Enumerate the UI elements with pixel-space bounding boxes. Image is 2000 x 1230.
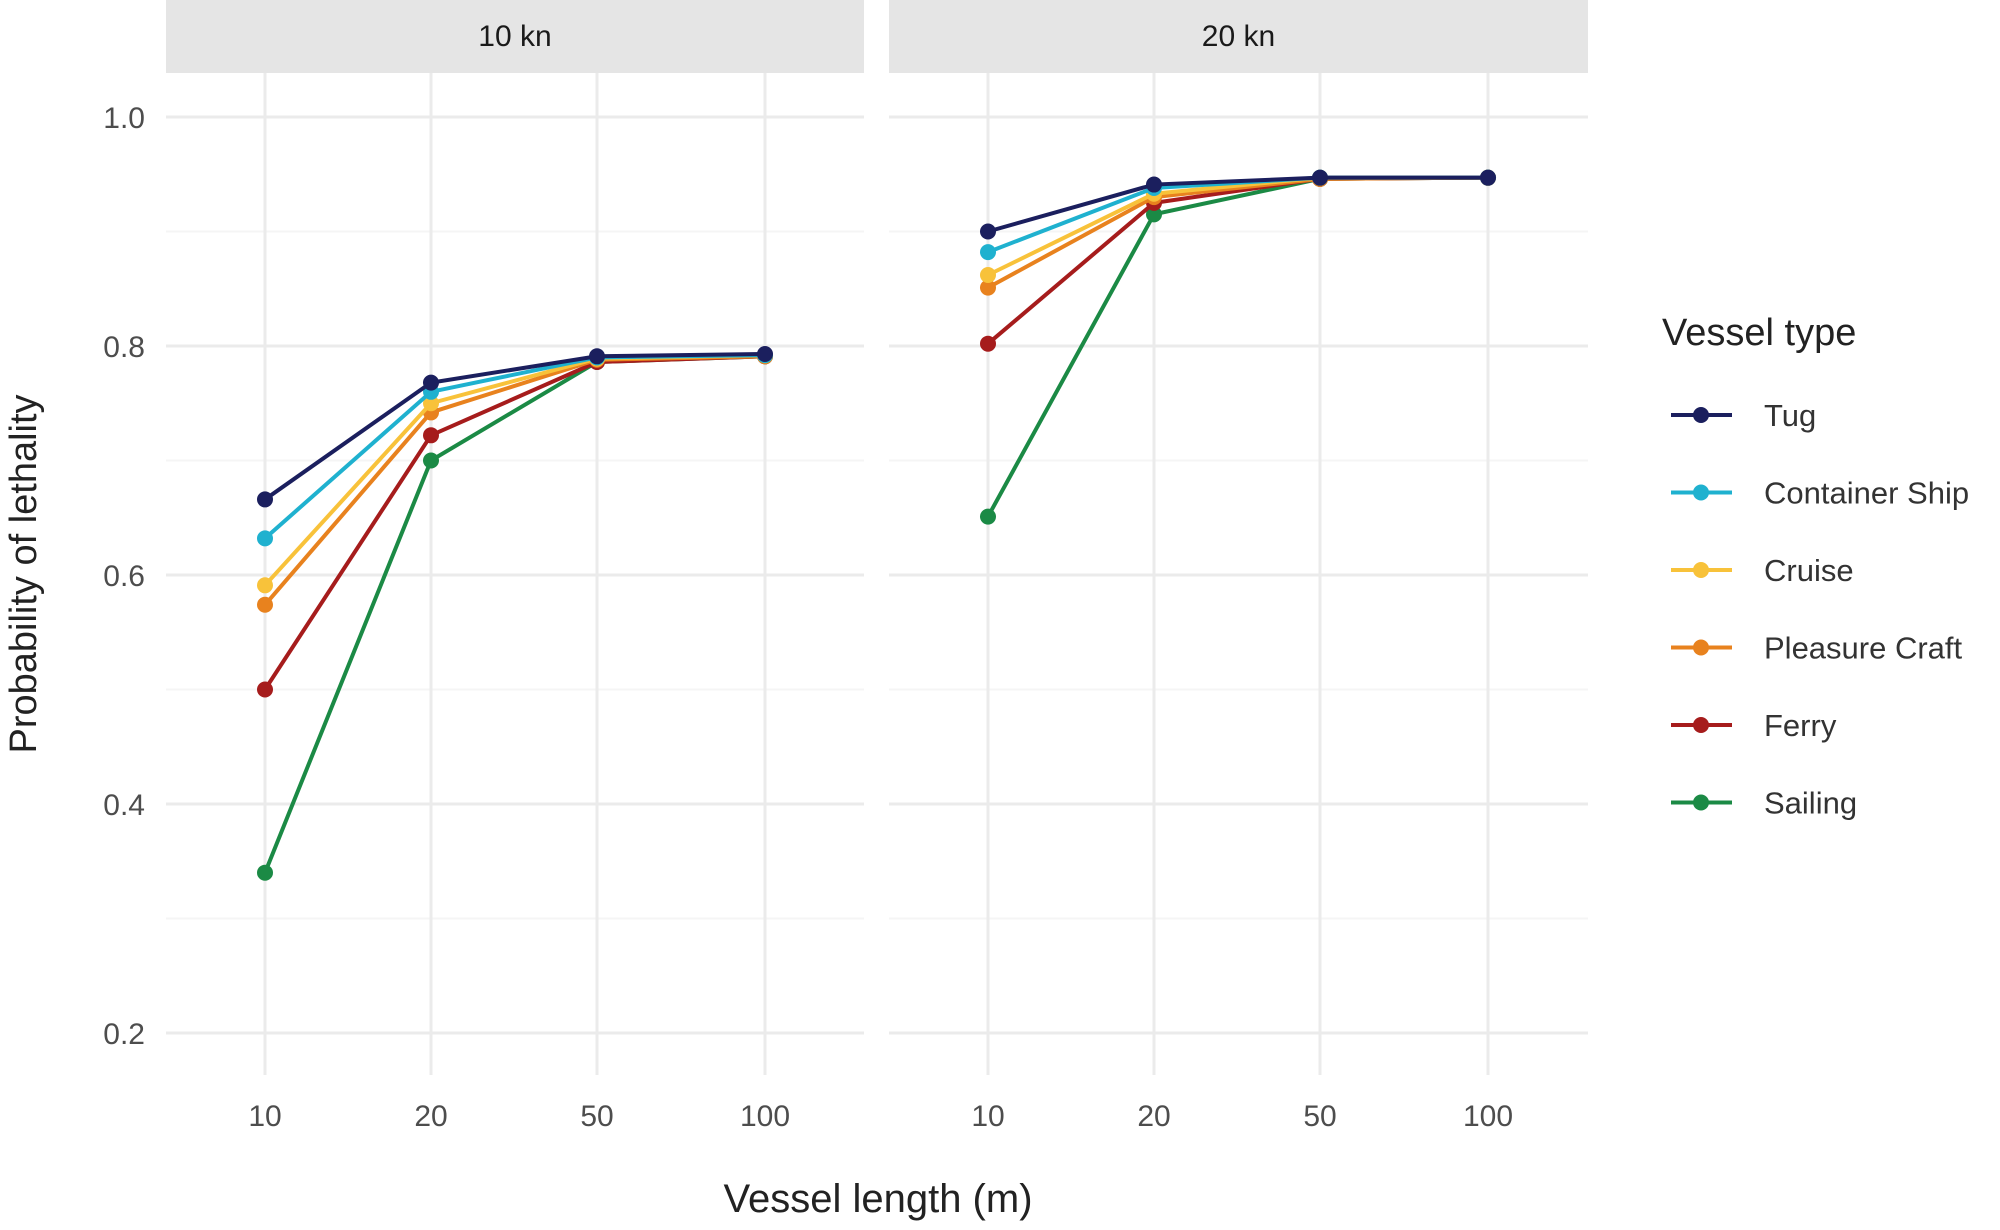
- data-point: [257, 681, 273, 698]
- x-tick-label: 50: [580, 1100, 613, 1133]
- facet-panel-1: 20 kn 10 20 50 100: [889, 0, 1588, 1133]
- legend-label: Ferry: [1764, 708, 1837, 743]
- series-line-tug: [987, 175, 1488, 234]
- facet-strip: [166, 0, 864, 73]
- series-line-ferry: [263, 354, 766, 691]
- y-axis-title: Probability of lethality: [3, 394, 45, 753]
- legend-item: Tug: [1671, 398, 1816, 433]
- data-point: [257, 530, 273, 547]
- data-point: [1480, 169, 1496, 186]
- facet-panel-0: 10 kn 0.2 0.4 0.6 0.8 1.0 10 20 50 100: [103, 0, 864, 1133]
- legend-title: Vessel type: [1662, 312, 1856, 354]
- data-point: [257, 596, 273, 613]
- data-point: [423, 374, 439, 391]
- data-point: [980, 244, 996, 261]
- data-point: [423, 427, 439, 444]
- x-tick-label: 50: [1303, 1100, 1336, 1133]
- data-point: [257, 577, 273, 594]
- data-point: [980, 279, 996, 296]
- series-line-pleasure-craft: [263, 354, 766, 607]
- x-tick-label: 10: [971, 1100, 1004, 1133]
- legend-item: Pleasure Craft: [1671, 631, 1963, 666]
- y-tick-label: 0.4: [103, 789, 145, 822]
- legend-key-point: [1693, 562, 1709, 578]
- legend-key-point: [1693, 717, 1709, 733]
- legend-key-point: [1693, 639, 1709, 656]
- data-point: [257, 864, 273, 881]
- series-line-sailing: [263, 354, 766, 874]
- data-point: [980, 223, 996, 240]
- data-point: [1312, 169, 1328, 186]
- x-tick-label: 20: [414, 1100, 447, 1133]
- data-point: [1146, 176, 1162, 193]
- series-line-pleasure-craft: [987, 175, 1489, 290]
- data-point: [423, 452, 439, 469]
- y-tick-label: 0.2: [103, 1018, 145, 1051]
- legend-label: Container Ship: [1764, 476, 1969, 511]
- x-tick-label: 100: [740, 1100, 790, 1133]
- data-point: [423, 395, 439, 412]
- data-point: [757, 346, 773, 363]
- facet-strip-label: 10 kn: [478, 20, 551, 53]
- data-point: [589, 348, 605, 365]
- legend-key-point: [1693, 407, 1709, 423]
- facet-strip: [889, 0, 1588, 73]
- data-point: [257, 491, 273, 508]
- legend-label: Cruise: [1764, 553, 1854, 588]
- series-line-tug: [263, 352, 766, 502]
- x-axis-title: Vessel length (m): [723, 1177, 1032, 1221]
- legend-key-point: [1693, 794, 1709, 811]
- legend-item: Ferry: [1671, 708, 1837, 743]
- y-tick-label: 0.8: [103, 331, 145, 364]
- legend-label: Tug: [1764, 398, 1816, 433]
- legend-label: Pleasure Craft: [1764, 631, 1963, 666]
- x-tick-label: 100: [1463, 1100, 1513, 1133]
- data-point: [1146, 206, 1162, 223]
- legend-item: Sailing: [1671, 786, 1857, 821]
- x-tick-label: 10: [248, 1100, 281, 1133]
- facet-strip-label: 20 kn: [1202, 20, 1275, 53]
- data-point: [980, 508, 996, 525]
- data-point: [980, 267, 996, 284]
- y-tick-label: 0.6: [103, 560, 145, 593]
- data-point: [980, 335, 996, 352]
- series-line-ferry: [986, 175, 1489, 346]
- legend-key-point: [1693, 484, 1709, 501]
- y-tick-label: 1.0: [103, 102, 145, 135]
- legend-item: Container Ship: [1671, 476, 1969, 511]
- legend: Vessel type Tug Container Ship Cruise Pleas…: [1662, 312, 1969, 821]
- legend-label: Sailing: [1764, 786, 1857, 821]
- legend-item: Cruise: [1671, 553, 1854, 588]
- x-tick-label: 20: [1137, 1100, 1170, 1133]
